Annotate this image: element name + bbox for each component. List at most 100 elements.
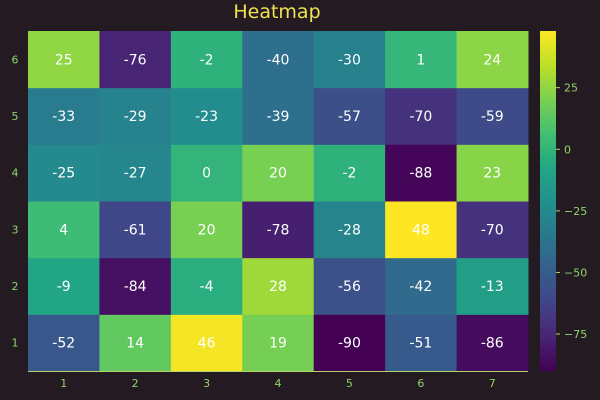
cell-value-label: 0 [202,166,211,182]
heatmap-cells [28,31,529,372]
heatmap-cell-labels: -52 14 46 19 -90 -51 -86 -9 -84 -4 28 -56 -42 -13 4 -61… [52,52,504,351]
heatmap-cell [313,87,386,145]
heatmap-cell [242,314,315,372]
heatmap-cell [170,31,243,89]
x-axis: 1 2 3 4 5 6 7 [28,371,528,390]
cell-value-label: 20 [198,222,216,238]
cell-value-label: -90 [338,336,361,352]
cell-value-label: -33 [52,109,75,125]
x-tick-label: 2 [132,377,139,390]
cell-value-label: 28 [269,279,287,295]
cell-value-label: 48 [412,222,430,238]
cell-value-label: -51 [409,336,432,352]
cell-value-label: 4 [59,222,68,238]
heatmap-cell [313,201,386,259]
heatmap-cell [170,314,243,372]
heatmap-cell [385,31,458,89]
cell-value-label: -86 [481,336,504,352]
cell-value-label: 14 [126,336,144,352]
colorbar-tick-label: −50 [564,266,587,279]
heatmap-cell [170,201,243,259]
heatmap-cell [385,257,458,315]
cell-value-label: 25 [55,52,73,68]
cell-value-label: -25 [52,166,75,182]
cell-value-label: 19 [269,336,287,352]
cell-value-label: -59 [481,109,504,125]
cell-value-label: -88 [409,166,432,182]
heatmap-cell [99,314,172,372]
heatmap-cell [28,314,100,372]
heatmap-cell [313,257,386,315]
heatmap-cell [28,31,100,89]
cell-value-label: -28 [338,222,361,238]
heatmap-cell [242,257,315,315]
heatmap-cell [99,144,172,202]
y-tick-label: 6 [12,53,19,66]
y-tick-label: 5 [12,110,19,123]
cell-value-label: -84 [124,279,147,295]
cell-value-label: -29 [124,109,147,125]
heatmap-cell [313,144,386,202]
cell-value-label: -4 [200,279,214,295]
cell-value-label: 20 [269,166,287,182]
heatmap-cell [170,257,243,315]
heatmap-cell [385,144,458,202]
y-tick-label: 4 [12,167,19,180]
cell-value-label: -56 [338,279,361,295]
cell-value-label: -61 [124,222,147,238]
y-tick-label: 1 [12,337,19,350]
x-tick-label: 3 [203,377,210,390]
cell-value-label: -23 [195,109,218,125]
heatmap-cell [456,144,529,202]
heatmap-cell [456,201,529,259]
x-tick-label: 6 [417,377,424,390]
heatmap-cell [456,257,529,315]
cell-value-label: -78 [267,222,290,238]
y-tick-label: 2 [12,280,19,293]
heatmap-cell [385,87,458,145]
cell-value-label: -39 [267,109,290,125]
heatmap-cell [385,201,458,259]
cell-value-label: 24 [483,52,501,68]
chart-title: Heatmap [233,1,320,23]
cell-value-label: -70 [481,222,504,238]
heatmap-cell [242,201,315,259]
heatmap-cell [170,87,243,145]
x-tick-label: 7 [489,377,496,390]
colorbar-tick-label: 0 [564,143,571,156]
colorbar: −75 −50 −25 0 25 [540,31,587,371]
cell-value-label: -9 [57,279,71,295]
heatmap-cell [28,144,100,202]
heatmap-cell [242,31,315,89]
heatmap-cell [99,201,172,259]
heatmap-cell [385,314,458,372]
colorbar-gradient [540,31,556,371]
heatmap-cell [170,144,243,202]
x-tick-label: 1 [60,377,67,390]
cell-value-label: 1 [416,52,425,68]
y-axis: 1 2 3 4 5 6 [12,53,19,349]
cell-value-label: -70 [409,109,432,125]
heatmap-cell [99,31,172,89]
cell-value-label: -52 [52,336,75,352]
heatmap-cell [28,87,100,145]
cell-value-label: -76 [124,52,147,68]
cell-value-label: -57 [338,109,361,125]
cell-value-label: -2 [200,52,214,68]
heatmap-cell [99,87,172,145]
heatmap-cell [242,144,315,202]
heatmap-cell [456,87,529,145]
heatmap-cell [313,314,386,372]
heatmap-cell [28,257,100,315]
colorbar-tick-label: −75 [564,328,587,341]
x-tick-label: 4 [275,377,282,390]
colorbar-tick-label: 25 [564,82,578,95]
heatmap-cell [456,314,529,372]
heatmap-cell [28,201,100,259]
y-tick-label: 3 [12,223,19,236]
cell-value-label: 23 [483,166,501,182]
cell-value-label: -30 [338,52,361,68]
heatmap-cell [456,31,529,89]
colorbar-tick-label: −25 [564,205,587,218]
